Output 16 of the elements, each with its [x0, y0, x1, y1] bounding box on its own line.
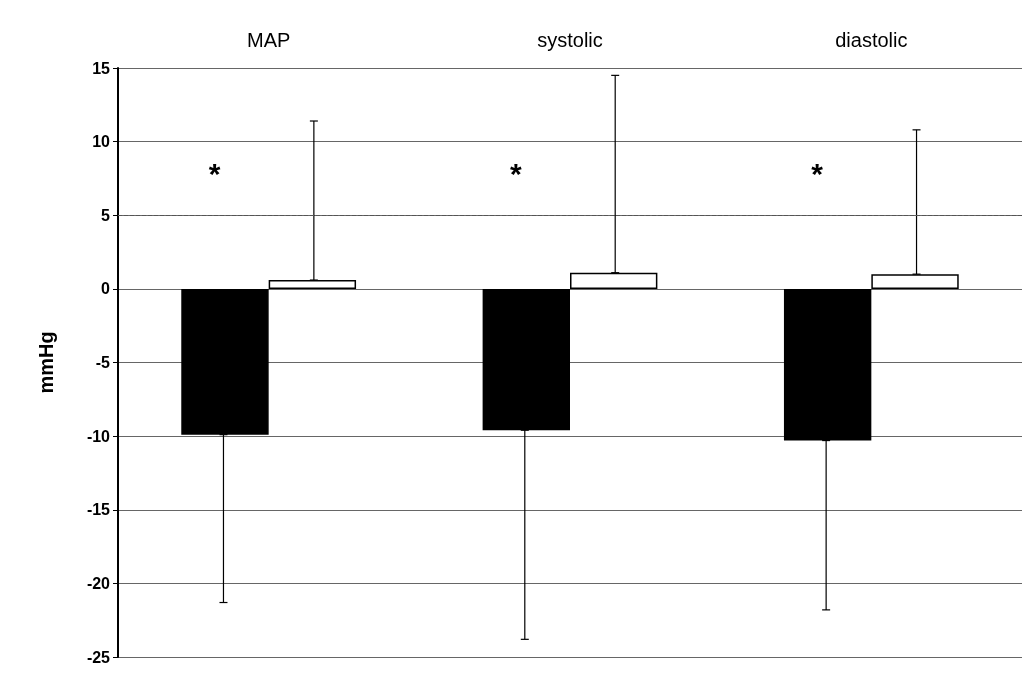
- y-tick-label: -20: [86, 574, 111, 592]
- x-tick-label: diastolic: [835, 29, 908, 51]
- y-axis-title: mmHg: [35, 331, 57, 394]
- annotation: *: [208, 156, 221, 190]
- annotation: *: [510, 156, 522, 190]
- y-tick-label: -15: [86, 501, 111, 519]
- y-tick-label: -25: [86, 648, 111, 666]
- annotation: *: [811, 156, 824, 190]
- y-tick-label: 15: [92, 59, 111, 77]
- y-tick-label: 10: [92, 133, 111, 151]
- y-tick-label: 5: [101, 206, 111, 224]
- y-tick-label: -5: [95, 354, 111, 371]
- y-tick-label: -10: [86, 427, 111, 445]
- x-tick-label: systolic: [537, 29, 603, 51]
- y-tick-label: 0: [101, 280, 111, 298]
- x-tick-label: MAP: [246, 29, 291, 51]
